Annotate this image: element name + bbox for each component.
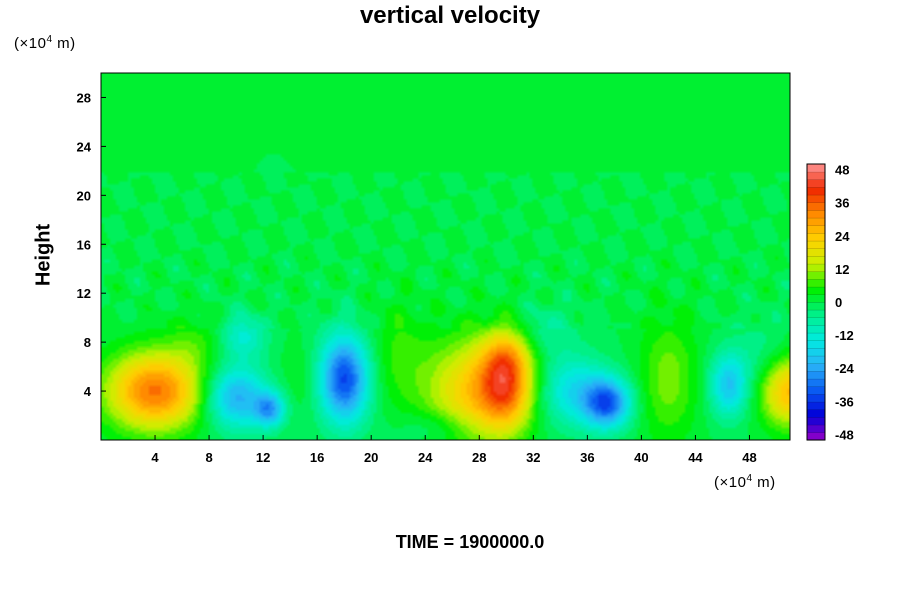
plot-frame <box>100 72 791 441</box>
colorbar-tick-label: -36 <box>835 394 854 409</box>
colorbar-tick-label: 48 <box>835 163 849 178</box>
colorbar-level <box>806 340 826 349</box>
x-tick-group: 4 8 12 16 20 24 28 32 36 40 44 48 <box>151 435 757 465</box>
y-unit-label: (×104 m) <box>14 34 76 52</box>
colorbar-level <box>806 386 826 395</box>
colorbar-frame <box>806 163 826 441</box>
colorbar-level <box>806 370 826 380</box>
x-unit-prefix: (×10 <box>714 474 747 491</box>
x-tick-label: 12 <box>256 450 270 465</box>
x-tick-label: 40 <box>634 450 648 465</box>
colorbar-level <box>806 401 826 410</box>
colorbar-level <box>806 225 826 234</box>
x-unit-suffix: m) <box>752 474 776 491</box>
colorbar-tick-label: -12 <box>835 328 854 343</box>
y-tick-label: 16 <box>77 237 91 252</box>
colorbar-tick-label: -24 <box>835 361 855 376</box>
colorbar-level <box>806 271 826 280</box>
colorbar-level <box>806 432 826 441</box>
y-unit-suffix: m) <box>52 35 76 52</box>
x-unit-label: (×104 m) <box>714 473 776 491</box>
x-tick-label: 36 <box>580 450 594 465</box>
y-tick-group: 4 8 12 16 20 24 28 <box>77 90 106 399</box>
x-tick-label: 20 <box>364 450 378 465</box>
x-tick-label: 48 <box>742 450 756 465</box>
colorbar-level <box>806 332 826 341</box>
x-unit-exponent: 4 <box>746 473 753 484</box>
colorbar-level <box>806 324 826 334</box>
colorbar-tick-label: 0 <box>835 295 842 310</box>
x-tick-label: 16 <box>310 450 324 465</box>
heatmap-image <box>101 73 790 440</box>
x-tick-label: 4 <box>151 450 159 465</box>
colorbar-level <box>806 424 826 433</box>
colorbar-level <box>806 393 826 403</box>
colorbar-level <box>806 217 826 226</box>
colorbar-tick-label: -48 <box>835 427 854 442</box>
colorbar-level <box>806 171 826 180</box>
colorbar-level <box>806 263 826 272</box>
colorbar-tick-label: 24 <box>835 229 850 244</box>
colorbar-level <box>806 202 826 211</box>
x-tick-label: 28 <box>472 450 486 465</box>
colorbar-level <box>806 232 826 242</box>
y-unit-prefix: (×10 <box>14 35 47 52</box>
colorbar-level <box>806 240 826 249</box>
colorbar-level <box>806 286 826 295</box>
colorbar-tick-label: 12 <box>835 262 849 277</box>
colorbar-level <box>806 409 826 418</box>
colorbar-tick-label: 36 <box>835 196 849 211</box>
colorbar-level <box>806 248 826 257</box>
colorbar: 48 36 24 12 0 -12 -24 -36 -48 <box>806 163 855 442</box>
colorbar-level <box>806 163 826 173</box>
x-tick-label: 32 <box>526 450 540 465</box>
x-tick-label: 8 <box>205 450 212 465</box>
colorbar-level <box>806 255 826 265</box>
colorbar-level <box>806 355 826 364</box>
colorbar-level <box>806 294 826 303</box>
colorbar-level <box>806 363 826 372</box>
colorbar-level <box>806 278 826 288</box>
colorbar-level <box>806 378 826 387</box>
colorbar-level <box>806 209 826 219</box>
y-tick-label: 24 <box>77 139 92 154</box>
y-tick-label: 4 <box>84 384 92 399</box>
colorbar-level <box>806 317 826 326</box>
y-tick-label: 20 <box>77 188 91 203</box>
colorbar-level <box>806 416 826 426</box>
y-tick-label: 12 <box>77 286 91 301</box>
time-label: TIME = 1900000.0 <box>395 532 545 552</box>
y-tick-label: 8 <box>84 335 91 350</box>
colorbar-level <box>806 194 826 203</box>
y-unit-exponent: 4 <box>46 34 53 45</box>
colorbar-level <box>806 179 826 188</box>
x-tick-label: 24 <box>418 450 433 465</box>
chart-title: vertical velocity <box>359 2 541 29</box>
colorbar-level <box>806 309 826 318</box>
colorbar-level <box>806 347 826 357</box>
y-tick-label: 28 <box>77 90 91 105</box>
x-tick-label: 44 <box>688 450 703 465</box>
colorbar-level <box>806 186 826 196</box>
colorbar-level <box>806 301 826 311</box>
